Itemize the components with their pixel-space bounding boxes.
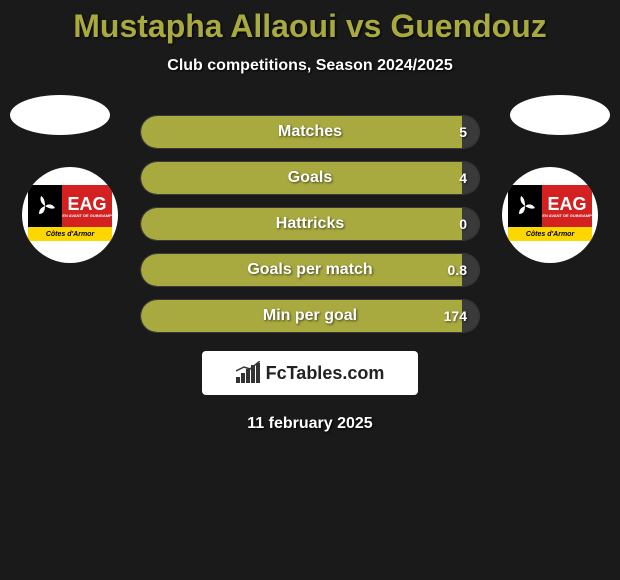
club-eag-sub: EN AVANT DE GUINGAMP	[62, 213, 111, 218]
club-eag-text: EAG	[67, 195, 106, 213]
page-title: Mustapha Allaoui vs Guendouz	[0, 0, 620, 45]
club-region-text: Côtes d'Armor	[28, 227, 112, 241]
stat-value-right: 5	[459, 124, 467, 140]
stat-value-right: 4	[459, 170, 467, 186]
club-badge-right: EAG EN AVANT DE GUINGAMP Côtes d'Armor	[502, 167, 598, 263]
stat-bar: Matches 5	[140, 115, 480, 149]
chart-icon	[236, 363, 260, 383]
stat-value-right: 174	[444, 308, 467, 324]
stat-label: Goals per match	[247, 261, 372, 279]
footer-logo-text: FcTables.com	[266, 363, 385, 384]
triskelion-icon	[511, 192, 539, 220]
club-badge-left: EAG EN AVANT DE GUINGAMP Côtes d'Armor	[22, 167, 118, 263]
stat-label: Matches	[278, 123, 342, 141]
stat-label: Hattricks	[276, 215, 344, 233]
triskelion-icon	[31, 192, 59, 220]
player-badge-right	[510, 95, 610, 135]
stat-bar: Goals 4	[140, 161, 480, 195]
stat-value-right: 0	[459, 216, 467, 232]
club-eag-text: EAG	[547, 195, 586, 213]
club-eag-sub: EN AVANT DE GUINGAMP	[542, 213, 591, 218]
stat-label: Min per goal	[263, 307, 357, 325]
stat-bar: Min per goal 174	[140, 299, 480, 333]
content-area: EAG EN AVANT DE GUINGAMP Côtes d'Armor	[0, 115, 620, 433]
club-logo-icon: EAG EN AVANT DE GUINGAMP Côtes d'Armor	[508, 185, 592, 245]
player-badge-left	[10, 95, 110, 135]
club-logo-icon: EAG EN AVANT DE GUINGAMP Côtes d'Armor	[28, 185, 112, 245]
stat-label: Goals	[288, 169, 332, 187]
stat-value-right: 0.8	[448, 262, 467, 278]
stat-bar: Goals per match 0.8	[140, 253, 480, 287]
footer-logo: FcTables.com	[202, 351, 418, 395]
stat-bar: Hattricks 0	[140, 207, 480, 241]
date-text: 11 february 2025	[0, 415, 620, 433]
club-region-text: Côtes d'Armor	[508, 227, 592, 241]
subtitle: Club competitions, Season 2024/2025	[0, 57, 620, 75]
trend-line-icon	[236, 361, 260, 373]
stats-container: Matches 5 Goals 4 Hattricks 0 Goals per match 0…	[140, 115, 480, 333]
